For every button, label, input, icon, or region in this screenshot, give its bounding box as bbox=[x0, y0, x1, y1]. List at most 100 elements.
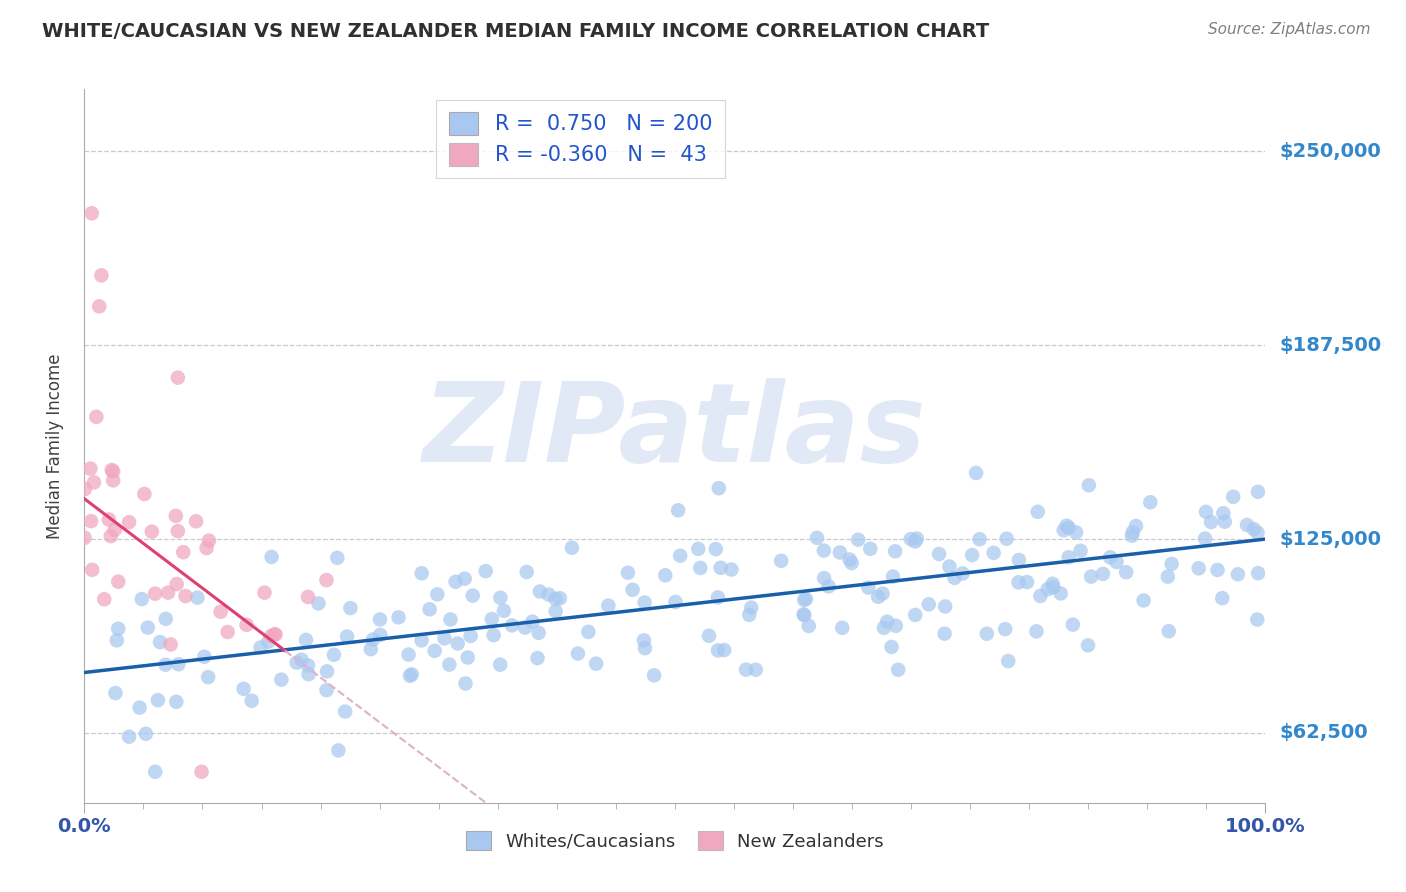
Point bbox=[460, 629, 482, 643]
Point bbox=[1157, 569, 1180, 583]
Point bbox=[501, 618, 523, 632]
Point bbox=[669, 549, 692, 563]
Point bbox=[969, 533, 991, 547]
Point bbox=[880, 640, 903, 654]
Point bbox=[263, 627, 285, 641]
Point bbox=[634, 641, 657, 656]
Point bbox=[143, 764, 166, 779]
Point bbox=[1243, 522, 1265, 536]
Point bbox=[904, 607, 927, 622]
Point bbox=[976, 626, 998, 640]
Point bbox=[411, 566, 433, 581]
Point bbox=[232, 681, 254, 696]
Point bbox=[793, 607, 815, 622]
Point bbox=[489, 591, 512, 605]
Point bbox=[960, 548, 983, 562]
Point bbox=[264, 627, 287, 641]
Point bbox=[492, 604, 515, 618]
Point bbox=[100, 529, 122, 543]
Point bbox=[526, 651, 548, 665]
Point bbox=[965, 466, 987, 480]
Point bbox=[118, 730, 141, 744]
Point bbox=[82, 563, 104, 577]
Point bbox=[285, 656, 308, 670]
Point bbox=[617, 566, 640, 580]
Point bbox=[1247, 484, 1270, 499]
Text: $187,500: $187,500 bbox=[1279, 335, 1382, 355]
Point bbox=[882, 569, 904, 583]
Point bbox=[107, 574, 129, 589]
Point bbox=[253, 585, 276, 599]
Point bbox=[1099, 550, 1122, 565]
Point bbox=[643, 668, 665, 682]
Point bbox=[104, 523, 127, 537]
Point bbox=[444, 574, 467, 589]
Point bbox=[297, 590, 319, 604]
Point bbox=[828, 545, 851, 559]
Point bbox=[884, 619, 907, 633]
Point bbox=[1008, 553, 1031, 567]
Point bbox=[195, 541, 218, 555]
Point bbox=[1036, 582, 1059, 596]
Point bbox=[934, 599, 956, 614]
Point bbox=[1053, 523, 1076, 537]
Point bbox=[165, 695, 187, 709]
Point bbox=[900, 532, 922, 546]
Point bbox=[489, 657, 512, 672]
Point bbox=[93, 592, 115, 607]
Point bbox=[361, 632, 384, 647]
Point bbox=[100, 463, 122, 477]
Point bbox=[240, 694, 263, 708]
Point bbox=[707, 481, 730, 495]
Point bbox=[983, 546, 1005, 560]
Text: WHITE/CAUCASIAN VS NEW ZEALANDER MEDIAN FAMILY INCOME CORRELATION CHART: WHITE/CAUCASIAN VS NEW ZEALANDER MEDIAN … bbox=[42, 22, 990, 41]
Point bbox=[793, 592, 815, 607]
Point bbox=[904, 534, 927, 549]
Text: Source: ZipAtlas.com: Source: ZipAtlas.com bbox=[1208, 22, 1371, 37]
Point bbox=[257, 634, 280, 648]
Point bbox=[297, 658, 319, 673]
Point bbox=[838, 552, 860, 566]
Point bbox=[128, 700, 150, 714]
Point bbox=[1213, 515, 1236, 529]
Point bbox=[1091, 566, 1114, 581]
Point bbox=[548, 591, 571, 606]
Point bbox=[664, 595, 686, 609]
Point bbox=[1222, 490, 1244, 504]
Point bbox=[103, 474, 125, 488]
Point bbox=[368, 612, 391, 626]
Point bbox=[1246, 613, 1268, 627]
Point bbox=[1105, 555, 1128, 569]
Point bbox=[1064, 525, 1087, 540]
Point bbox=[193, 649, 215, 664]
Point bbox=[872, 586, 894, 600]
Point bbox=[846, 533, 869, 547]
Point bbox=[73, 482, 96, 496]
Point bbox=[136, 621, 159, 635]
Legend: Whites/Caucasians, New Zealanders: Whites/Caucasians, New Zealanders bbox=[458, 824, 891, 858]
Point bbox=[793, 608, 815, 623]
Point bbox=[398, 648, 420, 662]
Point bbox=[544, 591, 567, 606]
Point bbox=[401, 667, 423, 681]
Point bbox=[598, 599, 620, 613]
Point bbox=[155, 612, 177, 626]
Point bbox=[934, 626, 956, 640]
Point bbox=[89, 299, 111, 313]
Point bbox=[423, 644, 446, 658]
Text: $62,500: $62,500 bbox=[1279, 723, 1368, 742]
Point bbox=[315, 573, 337, 587]
Point bbox=[336, 630, 359, 644]
Point bbox=[411, 633, 433, 648]
Point bbox=[333, 705, 356, 719]
Point bbox=[710, 561, 733, 575]
Point bbox=[831, 621, 853, 635]
Point bbox=[235, 618, 257, 632]
Point bbox=[516, 565, 538, 579]
Point bbox=[1247, 566, 1270, 581]
Point bbox=[1132, 593, 1154, 607]
Point bbox=[666, 503, 689, 517]
Point bbox=[1077, 638, 1099, 652]
Point bbox=[399, 669, 422, 683]
Point bbox=[740, 600, 762, 615]
